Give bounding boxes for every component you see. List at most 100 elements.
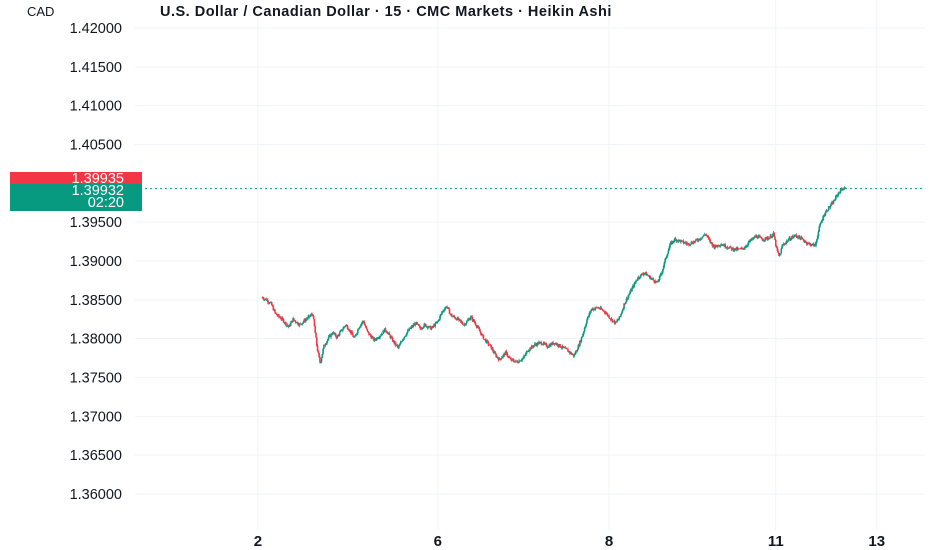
- candle-body: [784, 243, 787, 245]
- candle-body: [666, 253, 669, 257]
- candle-body: [506, 352, 508, 356]
- candle-body: [444, 306, 447, 309]
- candle-body: [617, 319, 620, 321]
- candle-body: [534, 343, 537, 345]
- candle: [370, 334, 373, 340]
- candle-body: [479, 330, 482, 333]
- candle-body: [324, 344, 327, 346]
- candle: [376, 337, 378, 341]
- candle: [487, 340, 490, 347]
- candle: [320, 357, 323, 364]
- candle-body: [829, 206, 832, 208]
- candle-body: [778, 255, 781, 256]
- candle-body: [356, 333, 358, 335]
- candle-body: [529, 347, 531, 351]
- candle-body: [349, 330, 352, 334]
- candle-body: [421, 328, 424, 329]
- candle: [482, 334, 485, 340]
- candle-body: [352, 334, 354, 337]
- candle-body: [342, 327, 345, 330]
- candle: [589, 312, 591, 315]
- candle-body: [490, 345, 493, 350]
- candle-body: [357, 328, 360, 330]
- candle-body: [487, 341, 490, 345]
- candle-body: [808, 242, 810, 244]
- candle-body: [522, 358, 524, 359]
- candle-body: [716, 246, 719, 247]
- candle-body: [265, 298, 268, 301]
- candle-body: [624, 303, 626, 305]
- candle-body: [326, 341, 328, 344]
- candle-body: [530, 345, 533, 349]
- candle-body: [496, 356, 499, 359]
- candle-body: [606, 313, 609, 316]
- candle-body: [338, 332, 341, 336]
- candle-body: [745, 246, 748, 247]
- candle-body: [774, 236, 776, 240]
- candle-body: [381, 333, 384, 335]
- candle-body: [680, 240, 682, 243]
- time-axis[interactable]: 2 6 8 11 13: [254, 533, 885, 550]
- y-tick-label: 1.36500: [70, 448, 122, 464]
- candle: [462, 321, 464, 326]
- candle-body: [363, 321, 365, 325]
- candle-body: [509, 358, 512, 359]
- candle-body: [838, 192, 841, 194]
- candle-body: [431, 326, 433, 329]
- y-tick-label: 1.41500: [70, 60, 122, 76]
- y-tick-label: 1.39000: [70, 254, 122, 270]
- candle-body: [275, 313, 278, 315]
- candle: [533, 345, 535, 348]
- candle-body: [430, 328, 433, 330]
- candle-body: [518, 360, 520, 363]
- candle-body: [466, 320, 469, 321]
- candle-body: [435, 322, 437, 324]
- candle: [394, 340, 397, 348]
- candle-body: [598, 307, 600, 309]
- candle: [470, 315, 472, 321]
- candle-body: [393, 340, 396, 344]
- candle-body: [806, 243, 809, 245]
- y-tick-label: 1.40500: [70, 138, 122, 154]
- candle-body: [573, 354, 576, 357]
- candle-body: [842, 189, 845, 191]
- candle: [523, 355, 526, 359]
- candle: [364, 324, 367, 329]
- candle-body: [611, 318, 614, 322]
- candle-body: [688, 243, 690, 246]
- candle-body: [675, 239, 678, 242]
- candle-body: [789, 237, 791, 241]
- candle-body: [660, 273, 663, 275]
- candle-body: [355, 334, 358, 336]
- candle-body: [616, 320, 618, 322]
- candle-body: [405, 335, 407, 337]
- candle: [620, 313, 622, 318]
- y-tick-label: 1.38500: [70, 293, 122, 309]
- candle: [465, 322, 467, 326]
- candle-body: [492, 348, 494, 352]
- candle-body: [331, 333, 334, 335]
- candle-body: [764, 237, 767, 240]
- candle-body: [582, 333, 584, 337]
- candle-body: [290, 320, 293, 323]
- price-axis[interactable]: 1.42000 1.41500 1.41000 1.40500 1.39500 1.390…: [70, 21, 122, 503]
- candle-body: [293, 319, 296, 321]
- candle-body: [747, 243, 749, 246]
- candle-body: [763, 239, 766, 241]
- candle: [361, 320, 364, 325]
- candle-body: [616, 320, 619, 321]
- candle-body: [801, 238, 804, 240]
- candle-body: [727, 248, 730, 249]
- candle-body: [709, 239, 712, 243]
- candle: [748, 239, 750, 245]
- candle: [522, 354, 525, 359]
- candle-body: [664, 258, 666, 263]
- candle-body: [394, 342, 397, 346]
- candle-body: [740, 248, 742, 250]
- candle-body: [286, 325, 289, 326]
- candle-body: [319, 362, 322, 364]
- candle-body: [407, 330, 410, 332]
- candle-body: [499, 358, 501, 360]
- candle-body: [527, 351, 530, 352]
